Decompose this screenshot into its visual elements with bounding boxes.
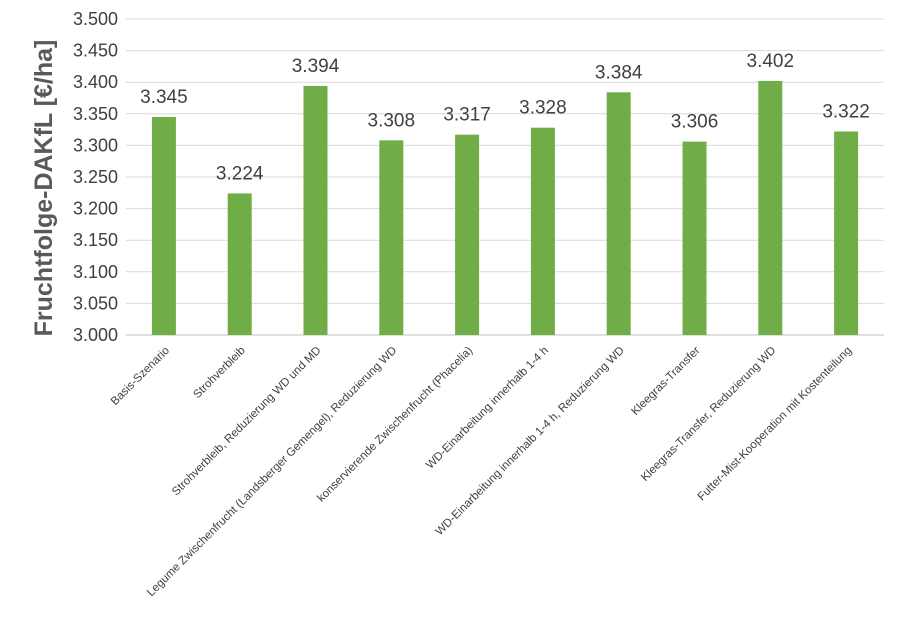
data-label: 3.306 xyxy=(671,112,719,133)
bar xyxy=(227,193,252,335)
bar xyxy=(606,92,631,335)
bar xyxy=(834,131,859,335)
data-label: 3.317 xyxy=(443,105,491,126)
category-label: Strohverbleib xyxy=(191,345,247,401)
data-labels: 3.345 3.224 3.394 3.308 3.317 3.328 3.384 3.306… xyxy=(140,51,870,184)
data-label: 3.322 xyxy=(822,101,870,122)
y-tick-label: 3.000 xyxy=(73,325,118,345)
data-label: 3.384 xyxy=(595,62,643,83)
data-label: 3.394 xyxy=(292,56,340,77)
bar xyxy=(379,140,404,335)
bars xyxy=(151,80,859,336)
y-tick-label: 3.350 xyxy=(73,104,118,124)
gridlines xyxy=(126,18,884,336)
data-label: 3.224 xyxy=(216,163,264,184)
category-label: WD-Einarbeitung innerhalb 1-4 h xyxy=(424,345,551,472)
y-tick-label: 3.400 xyxy=(73,72,118,92)
data-label: 3.308 xyxy=(368,110,416,131)
category-label: Kleegras-Transfer, Reduzierung WD xyxy=(639,345,778,484)
bar xyxy=(682,141,707,335)
bar xyxy=(455,134,480,335)
category-label: Strohverbleib, Reduzierung WD und MD xyxy=(170,345,324,499)
bar xyxy=(151,116,176,336)
y-axis-title: Fruchtfolge-DAKfL [€/ha] xyxy=(30,40,58,337)
category-label: Legume Zwischenfrucht (Landsberger Gemen… xyxy=(145,345,399,599)
y-tick-label: 3.100 xyxy=(73,262,118,282)
category-label: Basis-Szenario xyxy=(109,345,172,408)
data-label: 3.328 xyxy=(519,98,567,119)
y-tick-label: 3.500 xyxy=(73,9,118,29)
y-tick-label: 3.150 xyxy=(73,230,118,250)
category-label: konservierende Zwischenfrucht (Phacelia) xyxy=(315,345,475,505)
bar xyxy=(303,85,328,335)
x-axis-categories: Basis-Szenario StrohverbleibStrohverbleib… xyxy=(109,345,854,599)
y-tick-label: 3.300 xyxy=(73,135,118,155)
category-label: Kleegras-Transfer xyxy=(629,345,702,418)
bar xyxy=(530,127,555,335)
y-tick-label: 3.450 xyxy=(73,41,118,61)
y-tick-label: 3.200 xyxy=(73,199,118,219)
category-label: Futter-Mist-Kooperation mit Kostenteilun… xyxy=(696,345,855,504)
data-label: 3.345 xyxy=(140,87,188,108)
y-tick-label: 3.250 xyxy=(73,167,118,187)
y-tick-label: 3.050 xyxy=(73,293,118,313)
y-axis-ticks: 3.000 3.050 3.100 3.150 3.200 3.250 3.300 3.350… xyxy=(73,9,118,345)
bar xyxy=(758,80,783,335)
data-label: 3.402 xyxy=(747,51,795,72)
